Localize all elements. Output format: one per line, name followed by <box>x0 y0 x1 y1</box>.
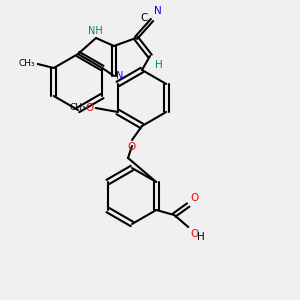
Text: N: N <box>116 71 123 81</box>
Text: H: H <box>197 232 205 242</box>
Text: CH₃: CH₃ <box>18 59 35 68</box>
Text: CH₃: CH₃ <box>69 103 86 112</box>
Text: O: O <box>85 103 94 113</box>
Text: O: O <box>128 142 136 152</box>
Text: NH: NH <box>88 26 102 36</box>
Text: N: N <box>154 6 162 16</box>
Text: O: O <box>190 229 199 239</box>
Text: C: C <box>141 13 148 23</box>
Text: O: O <box>190 193 199 203</box>
Text: H: H <box>155 60 163 70</box>
